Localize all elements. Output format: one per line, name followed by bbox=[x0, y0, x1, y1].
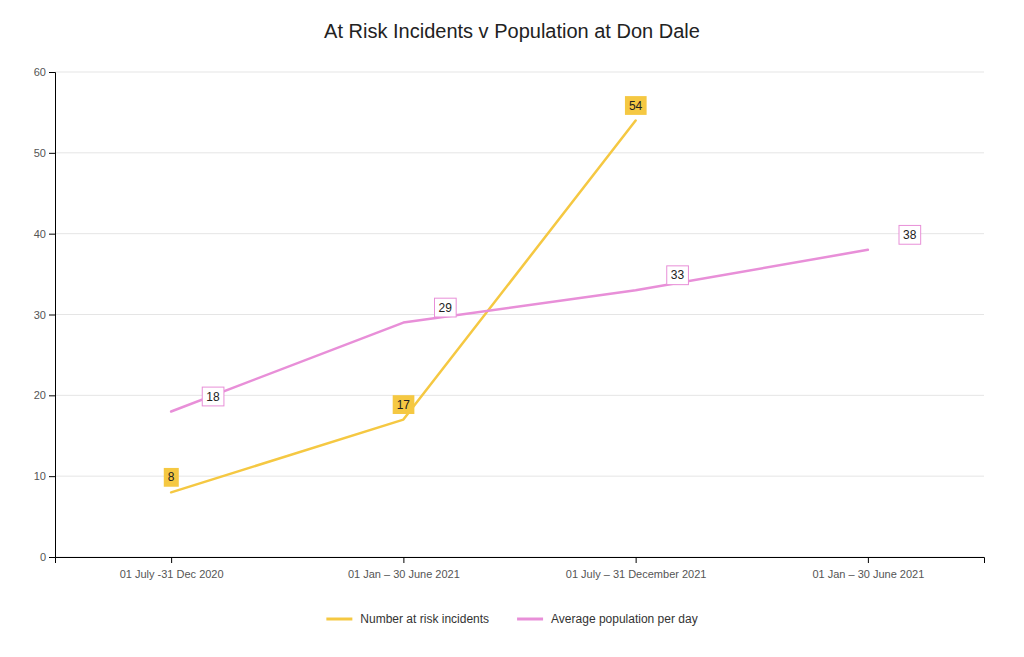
plot-area: 0 10 20 30 40 50 60 01 July -31 Dec 2020 01 Jan … bbox=[34, 66, 985, 580]
tick-mark bbox=[49, 315, 55, 316]
tick-mark bbox=[49, 153, 55, 154]
tick: 40 bbox=[34, 228, 55, 240]
tick: 01 Jan – 30 June 2021 bbox=[812, 557, 924, 580]
tick: 30 bbox=[34, 309, 55, 321]
legend-label: Number at risk incidents bbox=[360, 612, 489, 626]
legend-item: Number at risk incidents bbox=[326, 612, 489, 626]
tick-label: 01 Jan – 30 June 2021 bbox=[812, 568, 924, 580]
tick-mark bbox=[868, 557, 869, 563]
data-label-box bbox=[164, 468, 179, 487]
grid-line bbox=[55, 152, 984, 153]
data-label-text: 29 bbox=[439, 301, 453, 315]
data-label: 38 bbox=[899, 225, 921, 244]
x-axis: 01 July -31 Dec 2020 01 Jan – 30 June 202… bbox=[56, 557, 985, 580]
data-label: 8 bbox=[164, 468, 179, 487]
grid bbox=[55, 72, 984, 557]
tick: 01 July – 31 December 2021 bbox=[566, 557, 707, 580]
data-label-box bbox=[393, 395, 415, 414]
grid-line bbox=[55, 72, 984, 73]
tick-label: 40 bbox=[34, 228, 46, 240]
data-label-text: 18 bbox=[206, 390, 220, 404]
data-label: 29 bbox=[435, 298, 457, 317]
data-label-text: 38 bbox=[903, 228, 917, 242]
data-label: 18 bbox=[202, 387, 224, 406]
legend-swatch bbox=[517, 618, 543, 621]
tick-mark bbox=[636, 557, 637, 563]
data-label: 33 bbox=[667, 266, 689, 285]
grid-line bbox=[55, 395, 984, 396]
tick-mark bbox=[49, 72, 55, 73]
tick-label: 01 July -31 Dec 2020 bbox=[120, 568, 224, 580]
data-label-text: 17 bbox=[397, 398, 411, 412]
axis-line bbox=[49, 73, 56, 558]
data-label-text: 33 bbox=[671, 268, 685, 282]
legend-label: Average population per day bbox=[551, 612, 698, 626]
grid-line bbox=[55, 476, 984, 477]
tick: 01 Jan – 30 June 2021 bbox=[348, 557, 460, 580]
tick-label: 01 Jan – 30 June 2021 bbox=[348, 568, 460, 580]
legend: Number at risk incidents Average populati… bbox=[326, 612, 697, 626]
tick-mark bbox=[49, 234, 55, 235]
grid-line bbox=[55, 233, 984, 234]
tick-label: 20 bbox=[34, 389, 46, 401]
data-label-text: 8 bbox=[168, 470, 175, 484]
tick-mark bbox=[49, 395, 55, 396]
tick-label: 01 July – 31 December 2021 bbox=[566, 568, 707, 580]
data-label-box bbox=[667, 266, 689, 285]
grid-line bbox=[55, 314, 984, 315]
series-line bbox=[171, 121, 636, 493]
data-label: 17 bbox=[393, 395, 415, 414]
tick-label: 50 bbox=[34, 147, 46, 159]
y-axis: 0 10 20 30 40 50 60 bbox=[34, 66, 56, 563]
tick-mark bbox=[403, 557, 404, 563]
tick: 10 bbox=[34, 470, 55, 482]
data-labels: 8 17 54 18 29 33 38 bbox=[164, 96, 921, 487]
tick-mark bbox=[171, 557, 172, 563]
tick-label: 0 bbox=[40, 551, 46, 563]
tick: 01 July -31 Dec 2020 bbox=[120, 557, 224, 580]
tick: 20 bbox=[34, 389, 55, 401]
tick-mark bbox=[49, 557, 55, 558]
axis-line bbox=[56, 558, 985, 564]
tick: 50 bbox=[34, 147, 55, 159]
tick-label: 60 bbox=[34, 66, 46, 78]
tick: 0 bbox=[40, 551, 55, 563]
chart-title: At Risk Incidents v Population at Don Da… bbox=[324, 20, 700, 42]
data-label-box bbox=[202, 387, 224, 406]
marks bbox=[171, 121, 868, 493]
data-label-box bbox=[625, 96, 647, 115]
legend-item: Average population per day bbox=[517, 612, 698, 626]
data-label-box bbox=[899, 225, 921, 244]
tick-label: 30 bbox=[34, 309, 46, 321]
legend-swatch bbox=[326, 618, 352, 621]
tick-mark bbox=[49, 476, 55, 477]
series-line bbox=[171, 250, 868, 412]
data-label: 54 bbox=[625, 96, 647, 115]
data-label-box bbox=[435, 298, 457, 317]
tick-label: 10 bbox=[34, 470, 46, 482]
chart-svg: At Risk Incidents v Population at Don Da… bbox=[0, 0, 1024, 657]
data-label-text: 54 bbox=[629, 99, 643, 113]
chart-container: At Risk Incidents v Population at Don Da… bbox=[0, 0, 1024, 657]
tick: 60 bbox=[34, 66, 55, 78]
